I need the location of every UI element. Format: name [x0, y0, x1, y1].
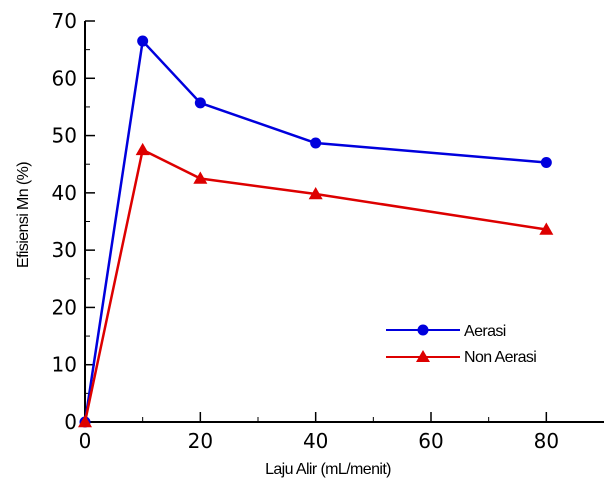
- data-point-non-aerasi: [78, 415, 92, 428]
- y-axis-ticks: 0 10 20 30 40 50 60 70: [52, 9, 95, 434]
- data-point-aerasi: [540, 156, 552, 168]
- y-tick-label: 0: [64, 410, 77, 434]
- data-point-non-aerasi: [193, 171, 208, 184]
- y-tick-label: 50: [52, 124, 77, 148]
- y-tick-label: 70: [52, 9, 77, 33]
- data-point-aerasi: [194, 97, 206, 109]
- series-layer: [78, 35, 554, 428]
- data-point-aerasi: [137, 35, 149, 47]
- y-tick-label: 20: [52, 295, 77, 319]
- legend: Aerasi Non Aerasi: [386, 323, 537, 366]
- x-tick-label: 80: [534, 429, 559, 453]
- y-axis-title: Efisiensi Mn (%): [15, 162, 32, 268]
- legend-marker-non-aerasi: [416, 350, 430, 362]
- legend-label-non-aerasi: Non Aerasi: [464, 349, 536, 366]
- x-tick-label: 40: [303, 429, 328, 453]
- data-point-non-aerasi: [539, 222, 554, 235]
- x-tick-label: 0: [79, 429, 92, 453]
- x-axis-title: Laju Alir (mL/menit): [265, 461, 391, 478]
- legend-marker-aerasi: [417, 324, 429, 336]
- data-point-non-aerasi: [135, 142, 150, 156]
- y-tick-label: 60: [52, 66, 77, 90]
- y-tick-label: 10: [52, 353, 77, 377]
- x-tick-label: 20: [188, 429, 213, 453]
- data-point-aerasi: [310, 137, 322, 149]
- y-tick-label: 40: [52, 181, 77, 205]
- x-tick-label: 60: [418, 429, 443, 453]
- legend-label-aerasi: Aerasi: [464, 323, 506, 340]
- data-point-non-aerasi: [308, 187, 323, 200]
- x-axis-ticks: 0 20 40 60 80: [79, 412, 559, 453]
- y-tick-label: 30: [52, 238, 77, 262]
